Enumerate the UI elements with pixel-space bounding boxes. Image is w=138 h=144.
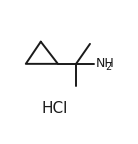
Text: NH: NH	[96, 57, 115, 70]
Text: HCl: HCl	[42, 101, 68, 116]
Text: 2: 2	[105, 62, 111, 72]
